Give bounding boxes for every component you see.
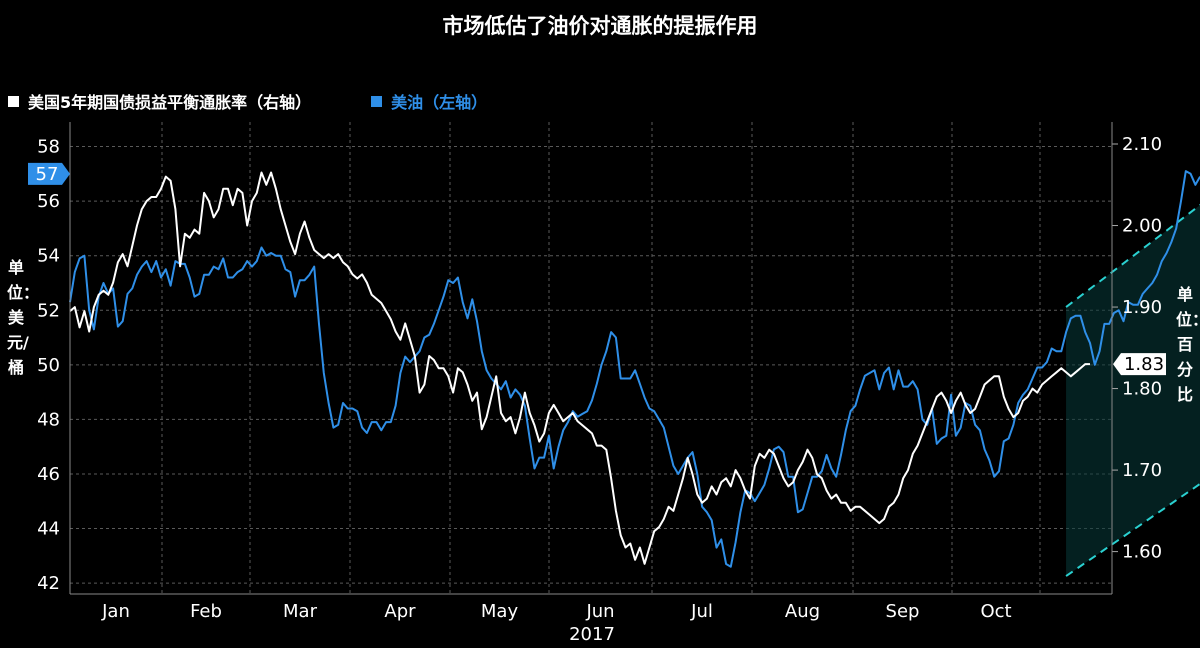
chart-title: 市场低估了油价对通胀的提振作用: [442, 14, 758, 38]
left-axis-label: 单位：美元/桶: [7, 258, 40, 377]
grid: [69, 122, 1112, 594]
left-tick-label: 58: [37, 137, 60, 158]
right-axis-label: 单位：百分比: [1176, 285, 1200, 404]
channel-fill: [1066, 205, 1200, 577]
series-line-breakeven: [69, 171, 1090, 565]
x-tick-label: Jun: [585, 601, 614, 622]
left-tick-label: 46: [37, 464, 60, 485]
x-tick-label: Jan: [101, 601, 130, 622]
right-tick-label: 1.90: [1122, 297, 1162, 318]
legend-swatch-blue: [371, 95, 383, 107]
channel-lower-line: [1065, 482, 1200, 577]
right-tick-label: 1.80: [1122, 379, 1162, 400]
last-value-tag-right-bg: [1113, 353, 1166, 376]
x-tick-label: Jul: [690, 601, 713, 622]
last-value-right-text: 1.83: [1124, 354, 1164, 375]
x-tick-label: Sep: [886, 601, 920, 622]
right-tick-label: 1.70: [1122, 460, 1162, 481]
left-tick-label: 48: [37, 409, 60, 430]
axes-layer: [69, 122, 1118, 595]
left-tick-label: 44: [37, 519, 60, 540]
right-tick-label: 2.10: [1122, 134, 1162, 155]
left-tick-label: 54: [37, 246, 60, 267]
right-tick-label: 1.60: [1122, 542, 1162, 563]
x-tick-label: May: [481, 601, 519, 622]
x-tick-label: Feb: [190, 601, 222, 622]
legend-item-breakeven: 美国5年期国债损益平衡通胀率（右轴）: [8, 89, 311, 113]
last-value-tag-left-bg: [28, 162, 70, 185]
left-tick-label: 42: [37, 573, 60, 594]
x-year-label: 2017: [569, 624, 615, 645]
left-tick-label: 56: [37, 191, 60, 212]
legend: 美国5年期国债损益平衡通胀率（右轴） 美油（左轴）: [8, 89, 547, 113]
x-tick-label: Oct: [980, 601, 1011, 622]
last-value-tag-right: 1.83: [1113, 353, 1166, 376]
last-value-tag-left: 57: [28, 162, 70, 185]
legend-label-breakeven: 美国5年期国债损益平衡通胀率（右轴）: [28, 93, 312, 112]
legend-item-oil: 美油（左轴）: [371, 89, 487, 113]
left-tick-label: 52: [37, 300, 60, 321]
x-tick-label: Mar: [283, 601, 318, 622]
channel-upper-line: [1065, 203, 1200, 308]
right-tick-label: 2.00: [1122, 216, 1162, 237]
legend-label-oil: 美油（左轴）: [391, 93, 488, 112]
x-tick-label: Apr: [384, 601, 416, 622]
ticks-layer: 42 44 46 48 50 52 54 56 58 1.60 1.70 1.80 1.90 2.00 2.…: [28, 134, 1166, 645]
left-tick-label: 50: [37, 355, 60, 376]
series-line-oil: [69, 170, 1200, 568]
series-layer: [69, 170, 1200, 568]
x-tick-label: Aug: [785, 601, 820, 622]
legend-swatch-white: [8, 95, 19, 107]
last-value-left-text: 57: [36, 164, 59, 185]
